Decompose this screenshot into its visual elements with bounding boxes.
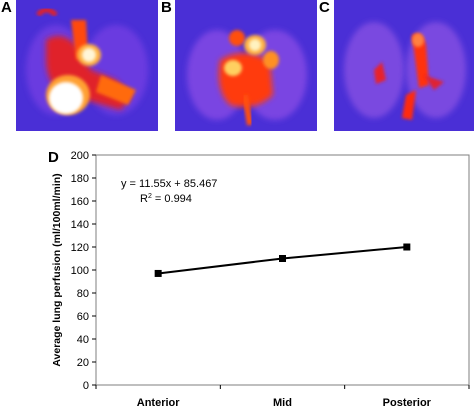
panel-label-a: A bbox=[1, 0, 12, 16]
y-tick-label: 120 bbox=[71, 242, 89, 254]
y-tick-label: 60 bbox=[77, 311, 89, 323]
x-tick-label: Mid bbox=[273, 397, 292, 409]
y-tick-label: 100 bbox=[71, 265, 89, 277]
panel-label-c: C bbox=[319, 0, 330, 16]
x-tick-label: Anterior bbox=[137, 397, 181, 409]
y-tick-label: 160 bbox=[71, 196, 89, 208]
r-squared-label: R2 = 0.994 bbox=[140, 193, 192, 205]
y-axis: 0 20 40 60 80 100 120 140 160 180 200 bbox=[71, 150, 96, 392]
mri-image-b bbox=[175, 0, 317, 131]
y-tick-label: 20 bbox=[77, 357, 89, 369]
y-axis-label: Average lung perfusion (ml/100ml/min) bbox=[51, 173, 63, 366]
panel-label-d: D bbox=[48, 149, 59, 166]
y-tick-label: 140 bbox=[71, 219, 89, 231]
mri-image-a bbox=[16, 0, 158, 131]
y-tick-label: 200 bbox=[71, 150, 89, 162]
y-tick-label: 0 bbox=[83, 380, 89, 392]
y-tick-label: 80 bbox=[77, 288, 89, 300]
panel-label-b: B bbox=[161, 0, 172, 16]
y-tick-label: 40 bbox=[77, 334, 89, 346]
regression-equation: y = 11.55x + 85.467 bbox=[121, 178, 217, 190]
data-point bbox=[279, 255, 286, 262]
x-tick-label: Posterior bbox=[383, 397, 432, 409]
perfusion-chart: D 0 20 40 60 80 100 120 140 160 180 200 Anterior Mi… bbox=[48, 149, 470, 409]
data-point bbox=[403, 243, 411, 251]
data-point bbox=[154, 269, 162, 277]
x-axis: Anterior Mid Posterior bbox=[95, 385, 470, 409]
series-perfusion bbox=[154, 243, 411, 277]
mri-image-c bbox=[334, 0, 474, 131]
y-tick-label: 180 bbox=[71, 173, 89, 185]
